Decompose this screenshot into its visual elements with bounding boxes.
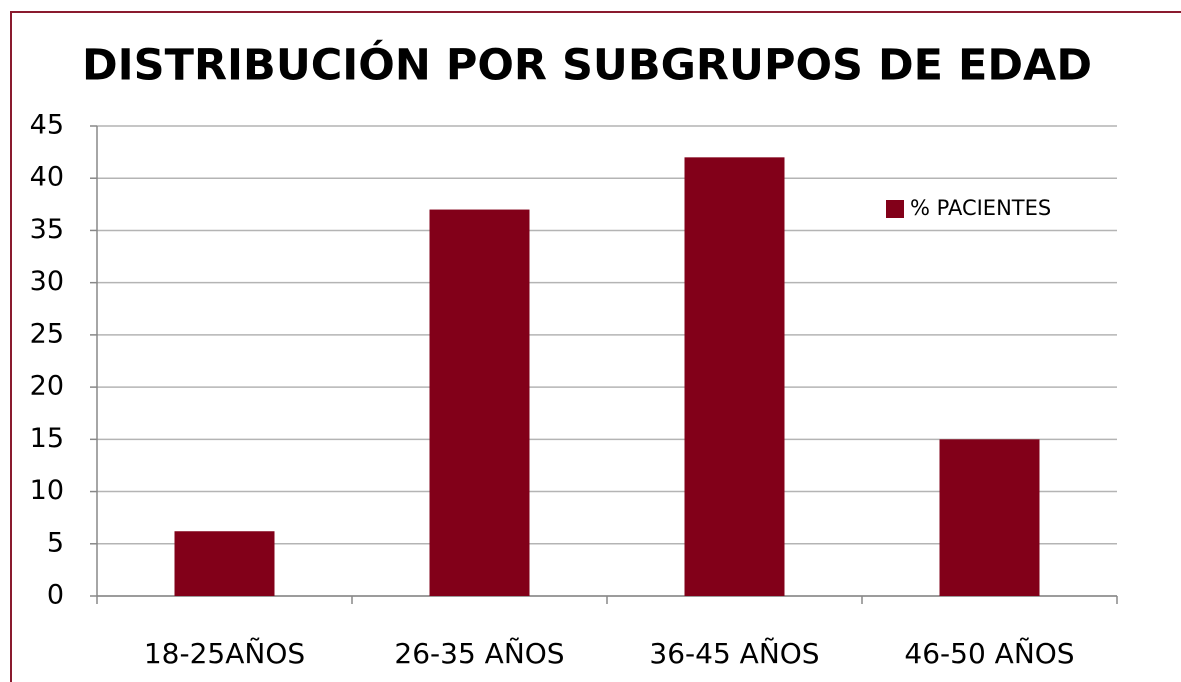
y-tick-label: 30 bbox=[30, 266, 64, 297]
x-tick-label: 46-50 AÑOS bbox=[904, 637, 1074, 670]
legend-label: % PACIENTES bbox=[910, 196, 1051, 220]
y-tick-label: 20 bbox=[30, 371, 64, 402]
bar bbox=[684, 157, 785, 597]
y-tick-label: 35 bbox=[30, 214, 64, 245]
x-tick-label: 26-35 AÑOS bbox=[394, 637, 564, 670]
chart-frame bbox=[10, 11, 1181, 682]
bar bbox=[174, 531, 275, 596]
legend-swatch bbox=[886, 200, 904, 218]
y-tick-label: 0 bbox=[47, 580, 64, 611]
bar bbox=[429, 209, 530, 597]
x-tick-label: 18-25AÑOS bbox=[144, 637, 305, 670]
y-tick-label: 45 bbox=[30, 110, 64, 141]
x-tick-label: 36-45 AÑOS bbox=[649, 637, 819, 670]
y-tick-label: 40 bbox=[30, 162, 64, 193]
bar bbox=[939, 439, 1040, 596]
y-tick-label: 5 bbox=[47, 527, 64, 558]
chart-title: DISTRIBUCIÓN POR SUBGRUPOS DE EDAD bbox=[82, 40, 1092, 91]
y-tick-label: 10 bbox=[30, 475, 64, 506]
y-tick-label: 25 bbox=[30, 318, 64, 349]
y-tick-label: 15 bbox=[30, 423, 64, 454]
